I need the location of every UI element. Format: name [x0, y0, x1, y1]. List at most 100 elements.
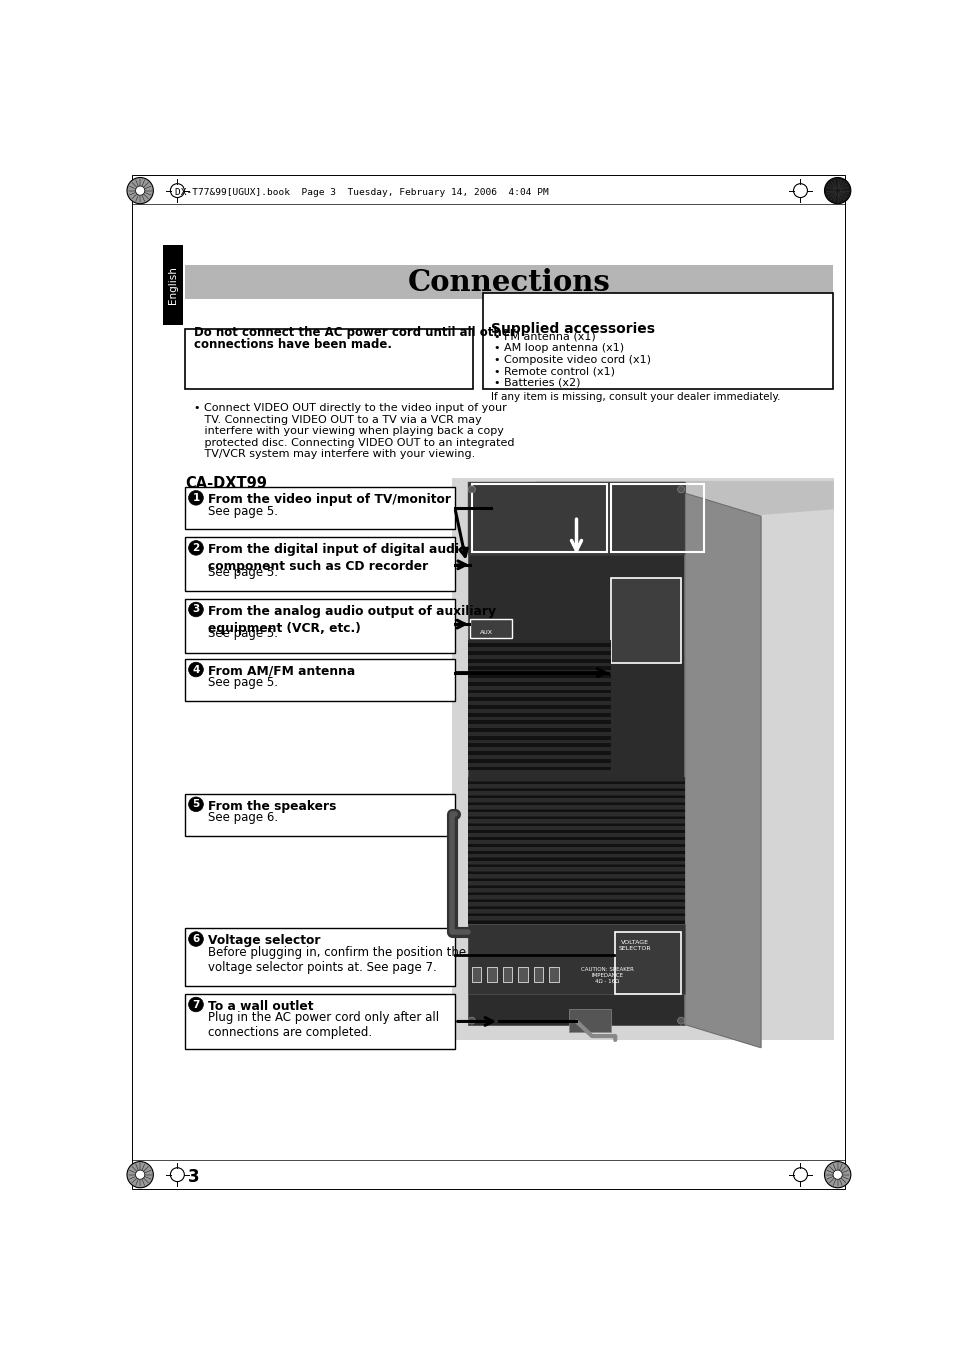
Text: AUX: AUX: [479, 631, 492, 635]
Bar: [468, 838, 684, 840]
Bar: [185, 994, 455, 1050]
Bar: [468, 751, 611, 755]
Bar: [468, 805, 684, 809]
Circle shape: [832, 1170, 841, 1179]
Bar: [468, 896, 684, 898]
Text: VOLTAGE
SELECTOR: VOLTAGE SELECTOR: [618, 940, 650, 951]
Bar: [468, 907, 684, 909]
Bar: [468, 909, 684, 913]
Bar: [468, 693, 611, 697]
Bar: [468, 736, 611, 739]
Circle shape: [677, 1017, 684, 1024]
Bar: [468, 728, 611, 732]
Bar: [468, 867, 684, 871]
Bar: [517, 967, 527, 982]
Bar: [468, 792, 684, 794]
Bar: [185, 330, 473, 389]
Text: Voltage selector: Voltage selector: [208, 935, 320, 947]
Bar: [468, 766, 611, 770]
Text: See page 5.: See page 5.: [208, 566, 277, 578]
Bar: [468, 796, 684, 798]
Bar: [615, 932, 680, 994]
Bar: [472, 484, 607, 551]
Bar: [452, 478, 833, 1040]
Bar: [468, 798, 684, 802]
Polygon shape: [536, 482, 684, 532]
Text: 4: 4: [193, 665, 199, 674]
Bar: [185, 793, 455, 836]
Bar: [468, 902, 684, 907]
Bar: [468, 888, 684, 892]
Text: 3: 3: [193, 604, 199, 615]
Bar: [468, 782, 684, 785]
Bar: [468, 713, 611, 716]
Text: See page 6.: See page 6.: [208, 811, 277, 824]
Bar: [185, 659, 455, 701]
Circle shape: [189, 490, 203, 505]
Circle shape: [127, 177, 153, 204]
Bar: [468, 913, 684, 917]
Text: Before plugging in, confirm the position the
voltage selector points at. See pag: Before plugging in, confirm the position…: [208, 946, 465, 974]
Bar: [549, 967, 558, 982]
Bar: [611, 484, 703, 551]
Bar: [468, 659, 611, 662]
Bar: [468, 789, 684, 792]
Bar: [468, 678, 611, 682]
Circle shape: [135, 186, 145, 195]
Circle shape: [823, 1162, 850, 1188]
Text: See page 5.: See page 5.: [208, 627, 277, 640]
Bar: [468, 732, 611, 736]
Text: • Batteries (x2): • Batteries (x2): [493, 378, 579, 388]
Circle shape: [823, 177, 850, 204]
Bar: [468, 674, 611, 678]
Text: 7: 7: [193, 1000, 199, 1009]
Circle shape: [189, 997, 203, 1012]
Text: 6: 6: [193, 934, 199, 944]
Text: Connections: Connections: [407, 267, 610, 297]
Bar: [468, 886, 684, 889]
Bar: [487, 967, 497, 982]
Bar: [468, 643, 611, 647]
Text: From the video input of TV/monitor: From the video input of TV/monitor: [208, 493, 450, 507]
Bar: [468, 831, 684, 834]
Polygon shape: [536, 482, 832, 532]
Circle shape: [468, 1017, 475, 1024]
Text: 3: 3: [187, 1169, 199, 1186]
Bar: [468, 743, 611, 747]
Bar: [468, 647, 611, 651]
Bar: [185, 488, 455, 530]
Text: protected disc. Connecting VIDEO OUT to an integrated: protected disc. Connecting VIDEO OUT to …: [194, 438, 515, 447]
Bar: [468, 916, 684, 920]
Circle shape: [135, 1170, 145, 1179]
Bar: [468, 893, 684, 896]
Text: CAUTION: SPEAKER
IMPEDANCE
4Ω - 16Ω: CAUTION: SPEAKER IMPEDANCE 4Ω - 16Ω: [580, 967, 634, 984]
Bar: [468, 777, 684, 781]
Bar: [468, 709, 611, 713]
Bar: [568, 1009, 611, 1032]
Text: 1: 1: [193, 493, 199, 503]
Bar: [468, 482, 684, 1024]
Text: • Composite video cord (x1): • Composite video cord (x1): [493, 354, 650, 365]
Text: interfere with your viewing when playing back a copy: interfere with your viewing when playing…: [194, 426, 504, 436]
Circle shape: [127, 1162, 153, 1188]
Circle shape: [189, 797, 203, 812]
Circle shape: [189, 603, 203, 617]
Polygon shape: [684, 493, 760, 1047]
Bar: [185, 598, 455, 653]
Bar: [468, 705, 611, 709]
Bar: [468, 819, 684, 823]
Text: Plug in the AC power cord only after all
connections are completed.: Plug in the AC power cord only after all…: [208, 1012, 438, 1039]
Text: To a wall outlet: To a wall outlet: [208, 1000, 313, 1013]
Text: 2: 2: [193, 543, 199, 553]
Text: TV. Connecting VIDEO OUT to a TV via a VCR may: TV. Connecting VIDEO OUT to a TV via a V…: [194, 415, 481, 424]
Bar: [468, 847, 684, 851]
Bar: [468, 724, 611, 728]
Circle shape: [189, 540, 203, 555]
Bar: [468, 639, 611, 643]
Bar: [468, 720, 611, 724]
Bar: [468, 854, 684, 858]
Bar: [468, 689, 611, 693]
Bar: [468, 924, 684, 994]
Bar: [468, 716, 611, 720]
Text: • Remote control (x1): • Remote control (x1): [493, 366, 614, 376]
